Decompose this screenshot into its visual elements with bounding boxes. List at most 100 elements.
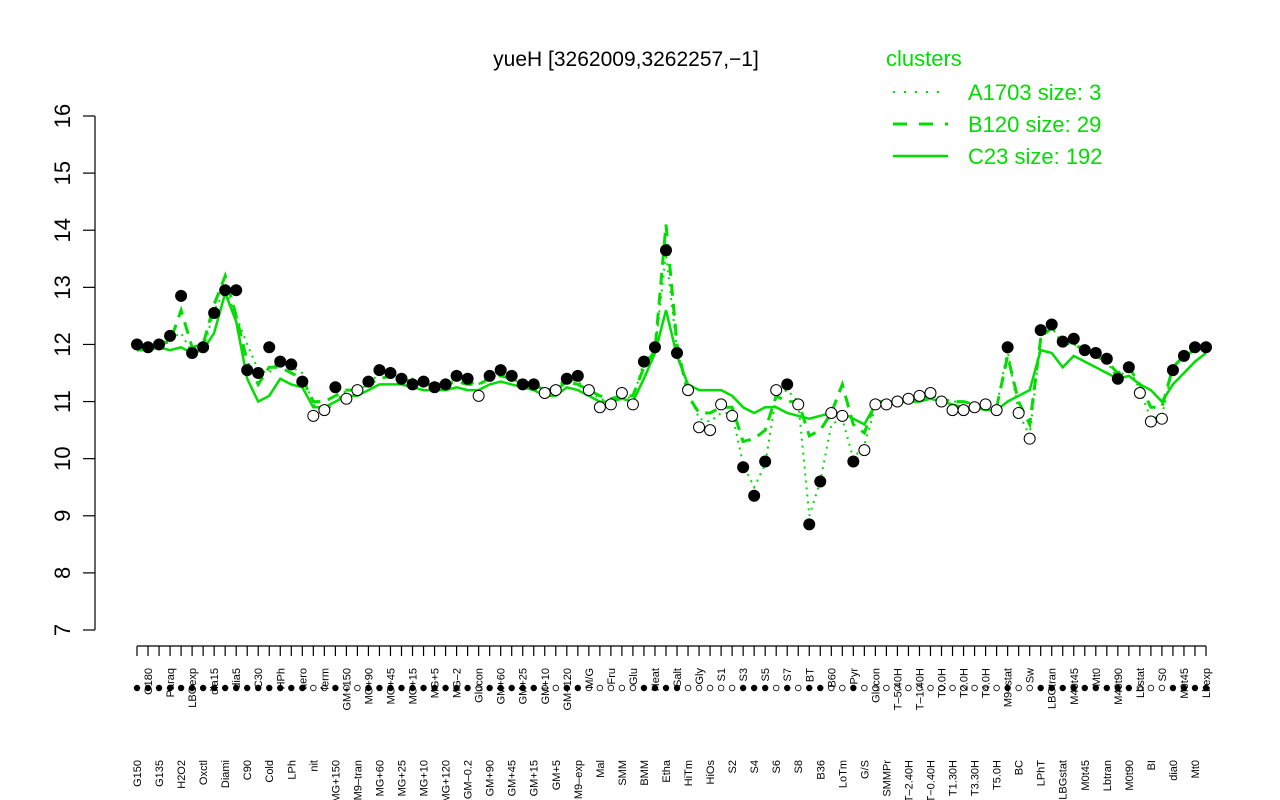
data-point	[307, 409, 320, 422]
data-point	[395, 372, 408, 385]
data-point	[671, 347, 684, 360]
x-axis: G150 G180 G135 Paraq H2O2 LBGexp Oxctl dia15 Dia…	[132, 645, 1213, 800]
x-tick-label: Salt	[672, 668, 684, 687]
rug-marker	[166, 684, 174, 692]
rug-marker	[927, 684, 934, 692]
x-tick-label: LBGstat	[1058, 760, 1070, 800]
x-tick-label: LBGtran	[1047, 668, 1059, 709]
y-tick-label: 8	[50, 567, 75, 579]
data-point	[792, 398, 805, 411]
rug-marker	[640, 684, 648, 692]
x-tick-label: Mt0	[1190, 760, 1202, 778]
data-point	[1188, 341, 1201, 354]
rug-marker	[1191, 684, 1199, 692]
rug-marker	[486, 684, 493, 692]
data-point	[582, 384, 595, 397]
x-tick-label: SMM	[617, 760, 629, 786]
x-tick-label: SMMPr	[881, 760, 893, 797]
rug-marker	[519, 684, 526, 692]
data-point	[748, 489, 761, 502]
x-tick-label: Lbexp	[1201, 668, 1213, 698]
data-point	[285, 358, 298, 371]
rug-marker	[618, 684, 626, 692]
rug-marker	[387, 684, 394, 692]
data-point	[263, 341, 276, 354]
data-point	[439, 378, 452, 391]
rug-marker	[717, 684, 725, 692]
x-tick-label: LPh	[286, 760, 298, 780]
x-tick-label: HiTm	[683, 760, 695, 786]
data-point	[362, 375, 375, 388]
x-tick-label: Oxctl	[198, 760, 210, 785]
x-tick-label: M9–exp	[573, 760, 585, 799]
x-tick-label: Paraq	[165, 668, 177, 697]
rug-marker	[949, 684, 956, 692]
data-points	[131, 244, 1212, 531]
data-point	[406, 378, 419, 391]
y-tick-label: 7	[50, 624, 75, 636]
rug-marker	[772, 684, 780, 692]
rug-marker	[1059, 684, 1066, 692]
x-tick-label: M9–stat	[1003, 668, 1015, 707]
x-tick-label: M9–tran	[352, 760, 364, 800]
rug-marker	[883, 684, 890, 692]
data-point	[351, 384, 364, 397]
x-tick-label: LBGexp	[187, 668, 199, 708]
x-tick-label: MG+15	[408, 668, 420, 704]
chart-title: yueH [3262009,3262257,−1]	[493, 48, 759, 71]
x-tick-label: G180	[143, 668, 155, 695]
rug-marker	[905, 684, 912, 692]
rug-marker	[420, 684, 427, 692]
x-tick-label: Diami	[220, 760, 232, 788]
data-point	[770, 384, 783, 397]
data-point	[472, 389, 485, 402]
data-point	[648, 341, 661, 354]
rug-marker	[761, 684, 769, 692]
data-point	[836, 409, 849, 422]
x-tick-label: S6	[771, 760, 783, 773]
legend-label: B120 size: 29	[968, 112, 1101, 137]
rug-marker	[563, 684, 571, 692]
rug-marker	[1169, 684, 1177, 692]
x-tick-label: T4.0H	[981, 668, 993, 698]
legend-label: A1703 size: 3	[968, 80, 1101, 105]
rug-marker	[199, 684, 207, 692]
rug-marker	[442, 684, 449, 692]
data-point	[957, 404, 970, 417]
data-point	[538, 386, 551, 399]
data-point	[1100, 352, 1113, 365]
data-point	[737, 461, 750, 474]
data-point	[593, 401, 606, 414]
x-tick-label: C30	[253, 668, 265, 688]
data-point	[1023, 432, 1036, 445]
rug-marker	[673, 684, 681, 692]
data-point	[549, 384, 562, 397]
data-point	[461, 372, 474, 385]
y-tick-label: 13	[50, 275, 75, 299]
x-tick-label: GM+120	[562, 668, 574, 711]
x-tick-label: M/G	[584, 668, 596, 689]
data-point	[571, 369, 584, 382]
data-point	[1078, 344, 1091, 357]
x-tick-label: T–5.40H	[892, 668, 904, 710]
x-tick-label: Etha	[661, 759, 673, 783]
data-point	[373, 364, 386, 377]
data-point	[494, 364, 507, 377]
x-tick-label: Heat	[650, 668, 662, 691]
data-point	[913, 389, 926, 402]
rug-marker	[221, 684, 229, 692]
rug-marker	[321, 684, 328, 692]
rug-marker	[1081, 684, 1088, 692]
rug-marker	[354, 684, 361, 692]
data-point	[693, 421, 706, 434]
rug-marker	[244, 684, 251, 692]
data-point	[186, 347, 199, 360]
x-tick-label: MG+120	[441, 760, 453, 800]
x-tick-label: GM+60	[496, 668, 508, 704]
data-point	[979, 398, 992, 411]
rug-marker	[872, 684, 879, 692]
data-point	[825, 406, 838, 419]
rug-marker	[332, 684, 339, 692]
y-tick-label: 14	[50, 218, 75, 242]
x-tick-label: MG–2	[452, 668, 464, 698]
